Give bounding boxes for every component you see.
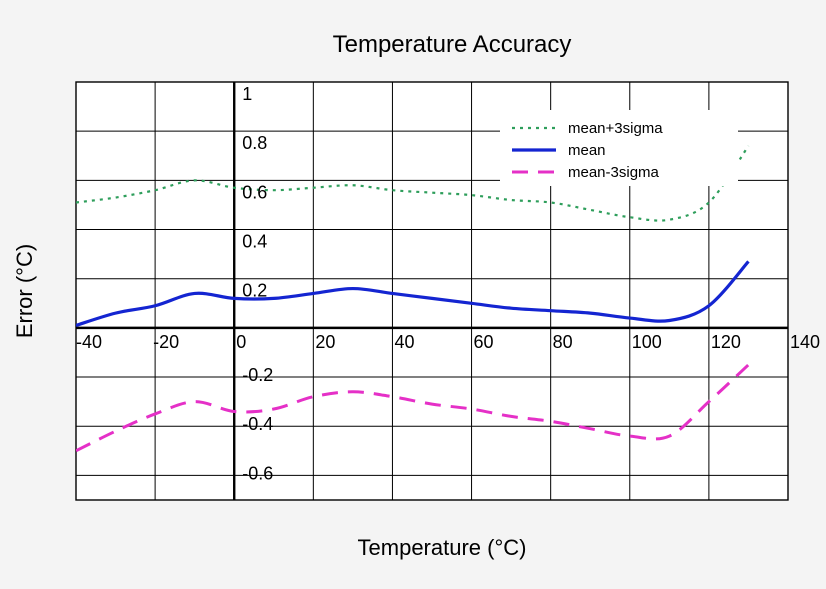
x-tick-label: 0 [236,332,246,352]
x-tick-label: 80 [553,332,573,352]
x-tick-label: 20 [315,332,335,352]
x-tick-label: -20 [153,332,179,352]
legend-label-upper: mean+3sigma [568,120,663,137]
x-axis-label: Temperature (°C) [358,535,527,560]
y-tick-label: -0.6 [242,463,273,483]
x-tick-label: 140 [790,332,820,352]
y-tick-label: 0.2 [242,281,267,301]
y-tick-label: 0.8 [242,133,267,153]
legend-label-mean: mean [568,142,606,159]
y-tick-label: 0.6 [242,182,267,202]
temperature-accuracy-chart: -40 -20 0 20 40 60 80 100 120 140 -0.6 -0.4 -0.2 0.2 0… [0,0,826,589]
y-tick-label: 1 [242,84,252,104]
x-tick-label: 60 [474,332,494,352]
x-tick-label: 100 [632,332,662,352]
x-tick-label: 120 [711,332,741,352]
x-tick-label: -40 [76,332,102,352]
y-tick-label: -0.2 [242,365,273,385]
chart-title: Temperature Accuracy [333,31,572,58]
legend-label-lower: mean-3sigma [568,164,660,181]
x-tick-label: 40 [394,332,414,352]
y-tick-label: 0.4 [242,232,267,252]
y-axis-label: Error (°C) [12,244,37,338]
y-tick-label: -0.4 [242,414,273,434]
